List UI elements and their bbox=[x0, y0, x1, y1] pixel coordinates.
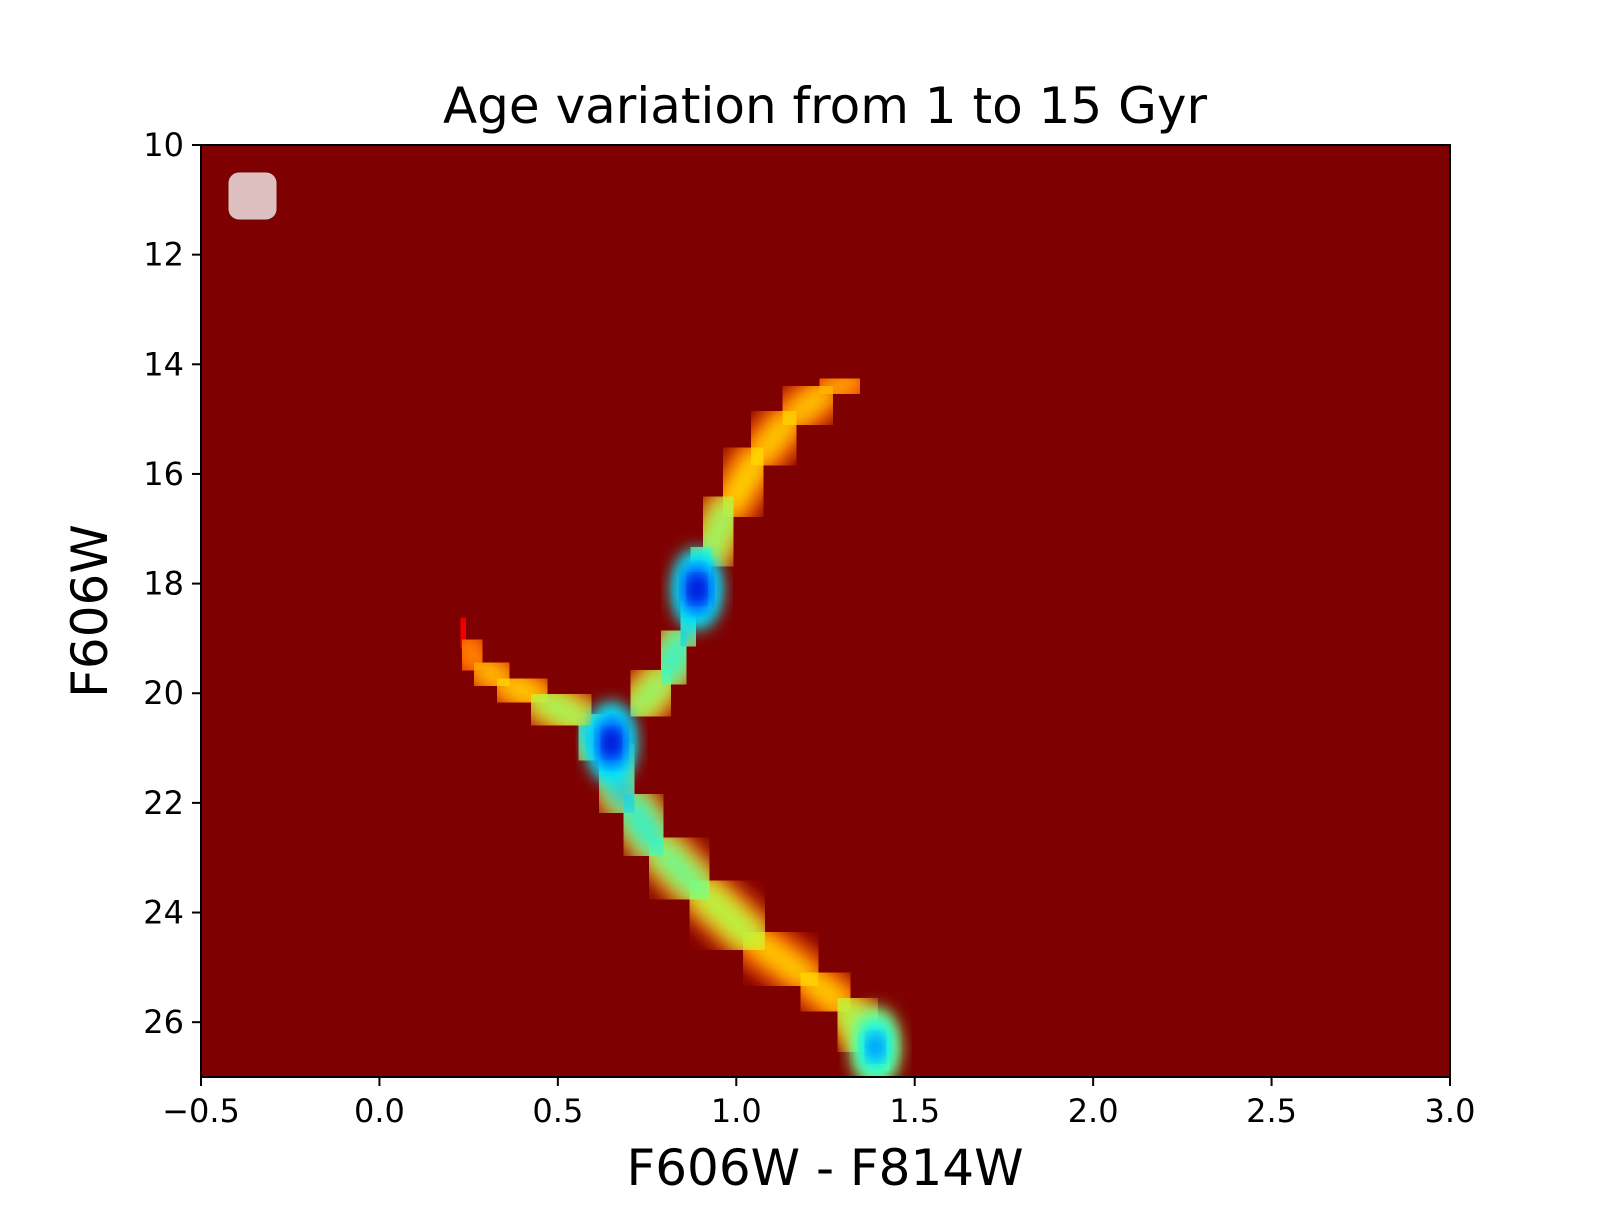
density-segment bbox=[622, 796, 665, 854]
x-tick-label: 0.5 bbox=[532, 1092, 583, 1130]
density-peak-core bbox=[689, 576, 705, 602]
y-tick-label: 24 bbox=[143, 894, 184, 932]
density-peak bbox=[585, 702, 637, 784]
x-tick-label: 2.0 bbox=[1068, 1092, 1119, 1130]
x-tick-label: 3.0 bbox=[1425, 1092, 1476, 1130]
density-segment bbox=[689, 879, 765, 951]
y-axis-label: F606W bbox=[61, 524, 119, 698]
x-tick-label: −0.5 bbox=[162, 1092, 240, 1130]
y-tick-label: 22 bbox=[143, 784, 184, 822]
x-tick-label: 0.0 bbox=[354, 1092, 405, 1130]
chart-title: Age variation from 1 to 15 Gyr bbox=[443, 77, 1207, 135]
x-tick-label: 1.0 bbox=[711, 1092, 762, 1130]
legend-box bbox=[228, 172, 277, 220]
x-tick-label: 2.5 bbox=[1246, 1092, 1297, 1130]
density-peak-core bbox=[867, 1034, 884, 1059]
y-tick-label: 16 bbox=[143, 455, 184, 493]
density-segment bbox=[450, 628, 495, 681]
y-axis: 10 12 14 16 18 20 22 24 26 bbox=[143, 126, 201, 1041]
density-track bbox=[440, 601, 608, 746]
density-segment bbox=[696, 495, 741, 568]
x-tick-label: 1.5 bbox=[889, 1092, 940, 1130]
plot-background bbox=[201, 145, 1450, 1077]
y-tick-label: 20 bbox=[143, 674, 184, 712]
x-axis-label: F606W - F814W bbox=[626, 1139, 1023, 1197]
density-segment bbox=[529, 687, 594, 732]
x-axis: −0.5 0.0 0.5 1.0 1.5 2.0 2.5 3.0 bbox=[162, 1077, 1475, 1130]
density-peak bbox=[671, 548, 723, 630]
y-tick-label: 14 bbox=[143, 345, 184, 383]
density-peak-core bbox=[603, 730, 620, 755]
y-tick-label: 26 bbox=[143, 1003, 184, 1041]
y-tick-label: 18 bbox=[143, 565, 184, 603]
density-map bbox=[440, 358, 912, 1077]
density-peak bbox=[849, 1006, 901, 1077]
y-tick-label: 10 bbox=[143, 126, 184, 164]
y-tick-label: 12 bbox=[143, 236, 184, 274]
plot-frame bbox=[200, 144, 1451, 1078]
density-segment bbox=[810, 365, 870, 407]
